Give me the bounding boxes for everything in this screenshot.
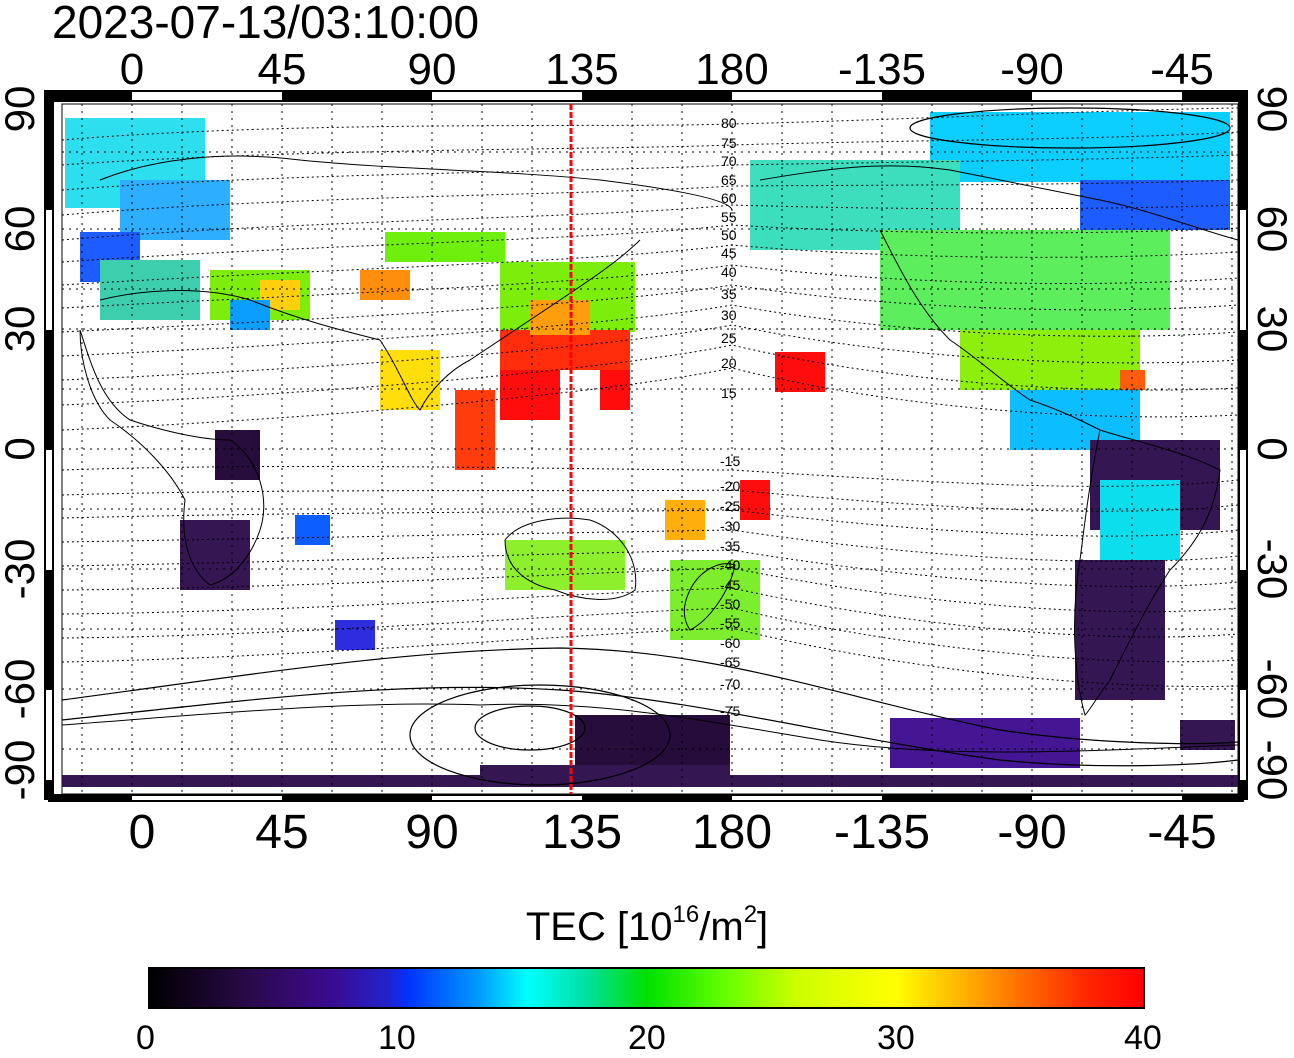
colorbar-tick-10: 10 (378, 1019, 416, 1057)
bottom-lon-label: -135 (834, 806, 930, 859)
contour-label-north: 50 (721, 227, 737, 243)
colorbar-tick-30: 30 (877, 1019, 915, 1057)
contour-labels-south: -15 -20 -25 -30 -35 -40 -45 -50 -55 -60 -65 -70 -75 (720, 453, 740, 719)
bottom-lon-label: 45 (255, 806, 308, 859)
tec-map: 80 75 70 65 60 55 50 45 40 35 30 25 20 15 -15 -20 -25 -3… (0, 45, 1294, 859)
top-lon-label: -90 (1000, 45, 1064, 94)
contour-label-north: 60 (721, 190, 737, 206)
top-lon-label: 135 (545, 45, 618, 94)
right-lat-label: -30 (1249, 539, 1294, 600)
bottom-lon-label: 0 (129, 806, 156, 859)
colorbar-tick-20: 20 (628, 1019, 666, 1057)
top-lon-label: -45 (1150, 45, 1214, 94)
colorbar-tick-40: 40 (1124, 1019, 1162, 1057)
contour-label-north: 15 (721, 385, 737, 401)
contour-label-north: 40 (721, 264, 737, 280)
contour-label-north: 20 (721, 355, 737, 371)
magnetic-latitude-contours (61, 107, 1239, 688)
right-lat-label: 60 (1249, 206, 1294, 253)
contour-label-south: -75 (720, 703, 740, 719)
contour-label-south: -65 (720, 654, 740, 670)
top-lon-label: 45 (258, 45, 307, 94)
contour-label-north: 80 (721, 115, 737, 131)
side-frame-bars (44, 90, 1248, 800)
contour-label-south: -35 (720, 538, 740, 554)
contour-label-north: 75 (721, 135, 737, 151)
contour-label-south: -45 (720, 577, 740, 593)
top-lon-label: 90 (408, 45, 457, 94)
bottom-lon-label: -90 (997, 806, 1066, 859)
colorbar-title-mid: /m (699, 905, 744, 949)
left-lat-label: 0 (0, 437, 43, 460)
top-lon-label: 0 (120, 45, 144, 94)
contour-label-south: -40 (720, 557, 740, 573)
contour-label-north: 65 (721, 172, 737, 188)
colorbar-title: TEC [1016/m2] (0, 903, 1294, 951)
right-lat-label: -90 (1249, 740, 1294, 801)
left-lat-label: -60 (0, 659, 43, 720)
coastlines (61, 155, 1239, 753)
left-latitude-ticks: 90 60 30 0 -30 -60 -90 (0, 86, 43, 801)
contour-label-north: 25 (721, 330, 737, 346)
contour-label-south: -25 (720, 498, 740, 514)
contour-label-south: -50 (720, 596, 740, 612)
contour-label-south: -55 (720, 615, 740, 631)
left-lat-label: 90 (0, 86, 43, 133)
right-lat-label: 30 (1249, 306, 1294, 353)
colorbar-title-exp1: 16 (672, 901, 700, 928)
timestamp-title: 2023-07-13/03:10:00 (52, 0, 480, 48)
contour-label-north: 30 (721, 307, 737, 323)
contour-label-south: -30 (720, 518, 740, 534)
left-lat-label: 30 (0, 306, 43, 353)
contour-label-south: -60 (720, 635, 740, 651)
left-lat-label: 60 (0, 206, 43, 253)
contour-label-north: 35 (721, 286, 737, 302)
top-longitude-ticks: 0 45 90 135 180 -135 -90 -45 (120, 45, 1214, 94)
right-latitude-ticks: 90 60 30 0 -30 -60 -90 (1249, 86, 1294, 801)
contour-label-south: -20 (720, 478, 740, 494)
colorbar-tick-0: 0 (136, 1019, 155, 1057)
contour-label-south: -70 (720, 676, 740, 692)
contour-labels-north: 80 75 70 65 60 55 50 45 40 35 30 25 20 15 (721, 115, 737, 401)
right-lat-label: 90 (1249, 86, 1294, 133)
colorbar-title-suffix: ] (757, 905, 769, 949)
bottom-lon-label: -45 (1147, 806, 1216, 859)
top-lon-label: -135 (838, 45, 926, 94)
colorbar-title-exp2: 2 (743, 901, 758, 928)
bottom-longitude-ticks: 0 45 90 135 180 -135 -90 -45 (129, 806, 1217, 859)
tec-colorbar (148, 967, 1145, 1009)
bottom-lon-label: 180 (692, 806, 772, 859)
contour-label-north: 55 (721, 209, 737, 225)
bottom-lon-label: 135 (542, 806, 622, 859)
top-lon-label: 180 (695, 45, 768, 94)
right-lat-label: -60 (1249, 659, 1294, 720)
bottom-frame-bar (48, 794, 1244, 802)
contour-label-north: 45 (721, 245, 737, 261)
top-frame-bar (48, 90, 1244, 102)
left-lat-label: -30 (0, 539, 43, 600)
contour-label-south: -15 (720, 453, 740, 469)
bottom-lon-label: 90 (405, 806, 458, 859)
contour-label-north: 70 (721, 153, 737, 169)
right-lat-label: 0 (1249, 437, 1294, 460)
colorbar-title-prefix: TEC [10 (525, 905, 673, 949)
auroral-contours (61, 107, 1239, 786)
left-lat-label: -90 (0, 740, 43, 801)
lat-lon-grid (62, 103, 1238, 794)
